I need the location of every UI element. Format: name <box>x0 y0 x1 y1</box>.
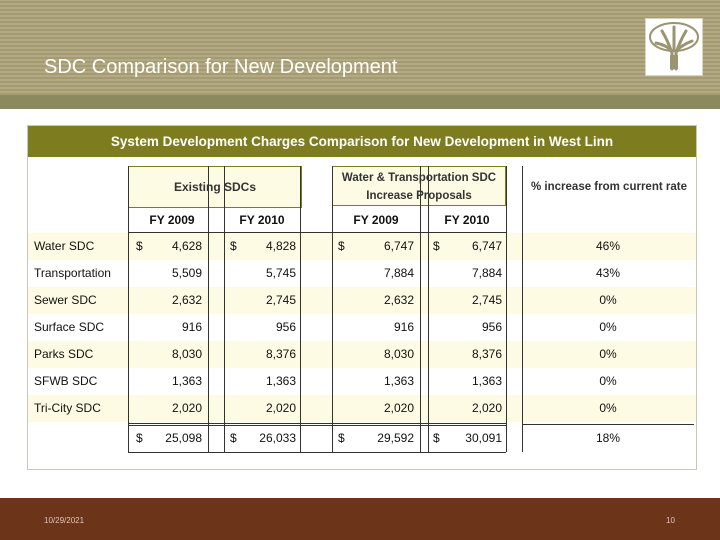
pct-total-rule <box>522 424 694 425</box>
dollar-sign: $ <box>433 239 440 253</box>
fy-header-existing-2009: FY 2009 <box>149 213 195 227</box>
dollar-sign: $ <box>230 239 237 253</box>
proposal-label-line1: Water & Transportation SDC <box>341 172 497 184</box>
column-rule <box>128 166 129 452</box>
row-label: Sewer SDC <box>34 293 97 307</box>
slide-footer <box>0 498 720 540</box>
proposal-2010-value: 7,884 <box>471 266 502 280</box>
proposal-2010-value: 956 <box>481 320 502 334</box>
existing-2009-value: 2,020 <box>171 401 202 415</box>
row-band <box>28 395 696 422</box>
proposal-2010-value: 2,020 <box>471 401 502 415</box>
row-label: Parks SDC <box>34 347 94 361</box>
proposal-2010-value: 8,376 <box>471 347 502 361</box>
existing-2009-value: 1,363 <box>171 374 202 388</box>
fy-header-proposal-2009: FY 2009 <box>353 213 399 227</box>
column-rule <box>208 166 209 452</box>
pct-increase-value: 0% <box>599 293 617 307</box>
column-rule <box>224 166 225 452</box>
pct-increase-label: % increase from current rate <box>531 181 687 193</box>
total-proposal-2009: 29,592 <box>377 431 414 445</box>
proposal-2009-value: 1,363 <box>383 374 414 388</box>
existing-2010-value: 2,020 <box>265 401 296 415</box>
dollar-sign: $ <box>230 431 237 445</box>
row-band <box>28 287 696 314</box>
proposal-2009-value: 7,884 <box>383 266 414 280</box>
column-rule <box>332 166 333 452</box>
fy-header-existing-2010: FY 2010 <box>239 213 285 227</box>
existing-2010-value: 1,363 <box>265 374 296 388</box>
existing-2009-value: 4,628 <box>171 239 202 253</box>
sdc-comparison-table: System Development Charges Comparison fo… <box>27 125 697 470</box>
existing-2009-value: 916 <box>181 320 202 334</box>
dollar-sign: $ <box>136 239 143 253</box>
existing-2009-value: 5,509 <box>171 266 202 280</box>
header-divider <box>0 95 720 109</box>
existing-2010-value: 4,828 <box>265 239 296 253</box>
slide-title: SDC Comparison for New Development <box>44 56 398 78</box>
existing-2009-value: 8,030 <box>171 347 202 361</box>
proposal-header: Water & Transportation SDC Increase Prop… <box>332 166 506 206</box>
column-rule <box>428 166 429 452</box>
row-label: Surface SDC <box>34 320 105 334</box>
row-label: Water SDC <box>34 239 95 253</box>
proposal-2010-value: 1,363 <box>471 374 502 388</box>
existing-2010-value: 2,745 <box>265 293 296 307</box>
pct-increase-header: % increase from current rate <box>522 166 696 208</box>
column-rule <box>506 166 507 452</box>
footer-date: 10/29/2021 <box>44 516 85 525</box>
pct-increase-value: 43% <box>595 266 621 280</box>
row-label: Tri-City SDC <box>34 401 101 415</box>
dollar-sign: $ <box>136 431 143 445</box>
pct-increase-value: 0% <box>599 374 617 388</box>
row-label: SFWB SDC <box>34 374 98 388</box>
column-rule <box>300 166 301 452</box>
dollar-sign: $ <box>433 431 440 445</box>
tree-icon <box>646 19 702 75</box>
proposal-2009-value: 8,030 <box>383 347 414 361</box>
proposal-2009-value: 916 <box>393 320 414 334</box>
existing-2010-value: 8,376 <box>265 347 296 361</box>
pct-increase-value: 46% <box>595 239 621 253</box>
pct-increase-value: 0% <box>599 347 617 361</box>
pct-increase-value: 0% <box>599 320 617 334</box>
existing-sdcs-label: Existing SDCs <box>173 180 257 194</box>
proposal-label-line2: Increase Proposals <box>366 190 472 202</box>
existing-sdcs-header: Existing SDCs <box>128 166 302 208</box>
tree-logo <box>645 18 703 76</box>
row-band <box>28 233 696 260</box>
page-number: 10 <box>666 516 675 525</box>
proposal-2010-value: 2,745 <box>471 293 502 307</box>
total-existing-2010: 26,033 <box>259 431 296 445</box>
fy-header-proposal-2010: FY 2010 <box>444 213 490 227</box>
proposal-2010-value: 6,747 <box>471 239 502 253</box>
proposal-2009-value: 2,020 <box>383 401 414 415</box>
existing-2010-value: 956 <box>275 320 296 334</box>
slide-header <box>0 0 720 95</box>
existing-2009-value: 2,632 <box>171 293 202 307</box>
row-label: Transportation <box>34 266 111 280</box>
table-title: System Development Charges Comparison fo… <box>28 126 696 157</box>
total-rule <box>128 423 506 426</box>
column-rule <box>522 166 523 452</box>
dollar-sign: $ <box>338 239 345 253</box>
proposal-2009-value: 6,747 <box>383 239 414 253</box>
total-proposal-2010: 30,091 <box>465 431 502 445</box>
total-existing-2009: 25,098 <box>165 431 202 445</box>
existing-2010-value: 5,745 <box>265 266 296 280</box>
proposal-2009-value: 2,632 <box>383 293 414 307</box>
table-bottom-rule <box>128 452 506 453</box>
pct-increase-value: 0% <box>599 401 617 415</box>
fy-header-rule <box>128 232 506 233</box>
row-band <box>28 341 696 368</box>
column-rule <box>420 166 421 452</box>
dollar-sign: $ <box>338 431 345 445</box>
total-pct-increase: 18% <box>595 431 621 445</box>
